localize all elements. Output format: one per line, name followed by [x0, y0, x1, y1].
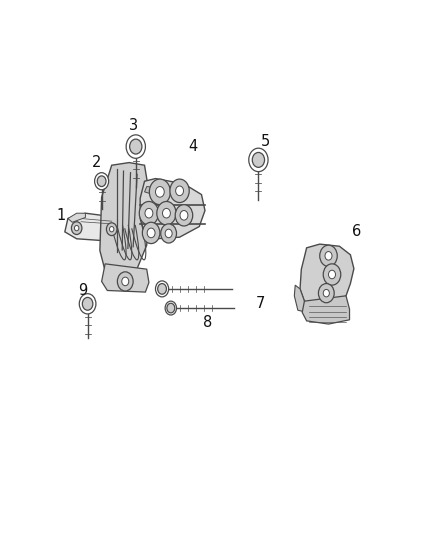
Polygon shape	[302, 296, 350, 324]
Circle shape	[180, 211, 188, 220]
Circle shape	[249, 148, 268, 172]
Circle shape	[165, 229, 172, 238]
Circle shape	[97, 176, 106, 187]
Circle shape	[318, 284, 334, 303]
Circle shape	[122, 277, 129, 286]
Text: 9: 9	[78, 283, 88, 298]
Circle shape	[320, 245, 337, 266]
Circle shape	[130, 139, 142, 154]
Circle shape	[126, 135, 145, 158]
Circle shape	[323, 264, 341, 285]
Circle shape	[323, 289, 329, 297]
Circle shape	[95, 173, 109, 190]
Circle shape	[145, 208, 153, 218]
Polygon shape	[102, 264, 149, 292]
Circle shape	[106, 223, 117, 236]
Circle shape	[158, 284, 166, 294]
Polygon shape	[65, 213, 129, 241]
Circle shape	[139, 201, 159, 225]
Polygon shape	[100, 163, 149, 277]
Circle shape	[82, 297, 93, 310]
Circle shape	[149, 179, 170, 205]
Polygon shape	[140, 179, 205, 239]
Circle shape	[162, 208, 170, 218]
Circle shape	[79, 294, 96, 314]
Circle shape	[142, 222, 160, 244]
Text: 1: 1	[57, 208, 66, 223]
Circle shape	[328, 270, 336, 279]
Circle shape	[117, 272, 133, 291]
Text: 5: 5	[260, 134, 270, 149]
Text: 7: 7	[256, 296, 265, 311]
Circle shape	[167, 303, 175, 313]
Polygon shape	[294, 285, 307, 312]
Circle shape	[175, 205, 193, 226]
Circle shape	[165, 301, 177, 315]
Circle shape	[147, 228, 155, 238]
Circle shape	[71, 222, 82, 235]
Text: 4: 4	[188, 139, 198, 154]
Text: 8: 8	[203, 315, 213, 330]
Circle shape	[74, 225, 79, 231]
Circle shape	[155, 187, 164, 197]
Text: 6: 6	[352, 224, 362, 239]
Circle shape	[157, 201, 176, 225]
Circle shape	[325, 252, 332, 260]
Polygon shape	[300, 244, 354, 306]
Circle shape	[252, 152, 265, 167]
Circle shape	[176, 186, 184, 196]
Polygon shape	[68, 213, 85, 222]
Circle shape	[170, 179, 189, 203]
Text: 2: 2	[92, 155, 101, 170]
Text: 3: 3	[129, 118, 138, 133]
Circle shape	[155, 281, 169, 297]
Circle shape	[161, 224, 177, 243]
Polygon shape	[145, 187, 158, 195]
Circle shape	[110, 227, 114, 232]
